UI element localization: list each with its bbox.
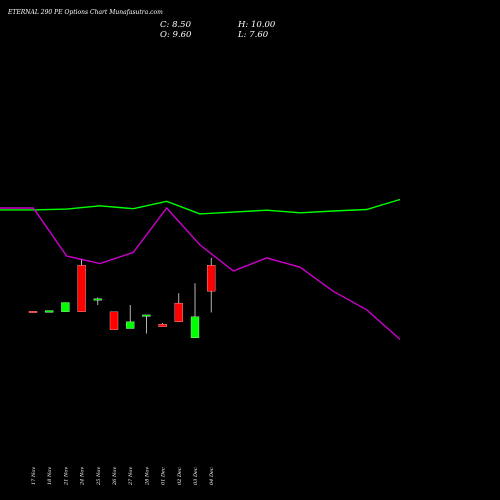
x-tick-label: 17 Nov xyxy=(31,467,37,485)
x-tick-label: 24 Nov xyxy=(80,467,86,486)
candle-6 xyxy=(109,311,119,330)
candle-4 xyxy=(77,259,86,312)
candles xyxy=(28,257,216,338)
x-tick-label: 27 Nov xyxy=(128,467,134,486)
overlay-lines xyxy=(0,198,401,340)
candle-body xyxy=(28,311,38,313)
x-tick-label: 21 Nov xyxy=(63,467,69,486)
x-tick-label: 01 Dec xyxy=(161,467,167,485)
x-tick-label: 02 Dec xyxy=(177,467,183,485)
open-readout: O: 9.60 xyxy=(160,30,192,40)
candle-body xyxy=(61,302,70,312)
high-readout: H: 10.00 xyxy=(237,20,276,30)
candle-9 xyxy=(158,322,167,327)
low-readout: L: 7.60 xyxy=(237,30,269,40)
x-tick-label: 26 Nov xyxy=(112,467,118,486)
candle-7 xyxy=(126,304,135,329)
candle-body xyxy=(77,265,86,312)
overlay-line-1 xyxy=(0,198,401,215)
overlay-line-2 xyxy=(0,206,401,340)
x-tick-label: 25 Nov xyxy=(96,467,102,486)
candle-body xyxy=(126,321,135,329)
candle-body xyxy=(190,316,200,338)
candle-body xyxy=(109,311,119,330)
candle-body xyxy=(142,314,151,317)
candle-11 xyxy=(190,283,200,338)
candle-body xyxy=(174,302,183,322)
x-axis: 17 Nov 18 Nov 21 Nov 24 Nov 25 Nov 26 Nov 27 N… xyxy=(31,467,215,486)
chart-title: ETERNAL 290 PE Options Chart Munafasutra… xyxy=(7,9,163,16)
close-readout: C: 8.50 xyxy=(160,20,192,30)
candle-body xyxy=(45,310,54,313)
candle-1 xyxy=(28,311,38,313)
candle-8 xyxy=(142,314,151,334)
x-tick-label: 03 Dec xyxy=(193,467,199,485)
candle-10 xyxy=(174,293,183,322)
x-tick-label: 28 Nov xyxy=(144,467,150,486)
x-tick-label: 04 Dec xyxy=(209,467,215,485)
candle-5 xyxy=(93,297,102,305)
x-tick-label: 18 Nov xyxy=(47,467,53,485)
candle-3 xyxy=(61,302,70,312)
candle-2 xyxy=(45,310,54,313)
candle-body xyxy=(93,298,102,301)
candle-body xyxy=(207,265,216,292)
candle-12 xyxy=(207,257,216,313)
candle-body xyxy=(158,324,167,327)
